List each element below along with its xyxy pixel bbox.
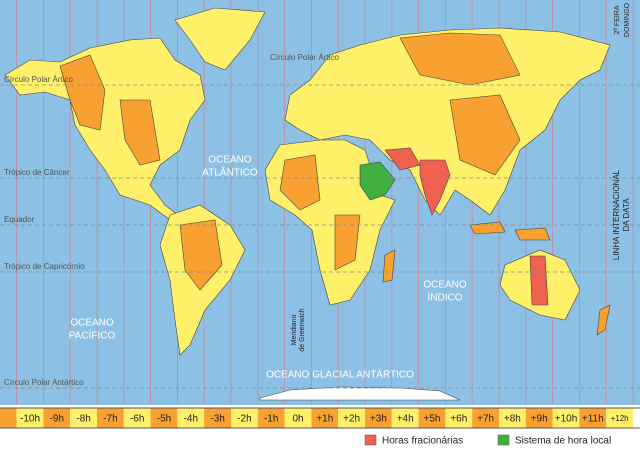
parallel-label: Trópico de Capricórnio (4, 262, 85, 271)
zone-cell (257, 408, 285, 428)
legend-swatch (497, 434, 510, 446)
zone-cell (418, 408, 446, 428)
zone-label: +2h (343, 414, 360, 425)
russia-zone (399, 32, 521, 86)
legend-swatch (364, 434, 377, 446)
brazil-zone (179, 219, 223, 291)
usa-zone (119, 99, 161, 166)
zone-cell (365, 408, 392, 428)
antarctica (259, 386, 461, 401)
zone-cell (606, 408, 633, 428)
zone-label: -1h (264, 414, 278, 425)
madagascar (382, 249, 396, 283)
ocean-label: OCEANO GLACIAL ANTÁRTICO (266, 368, 414, 381)
greenwich-text: de Greenwich (299, 308, 306, 351)
zone-label: -3h (210, 414, 224, 425)
zone-label: +8h (504, 414, 521, 425)
canada-zone (59, 54, 106, 131)
zone-cell (231, 408, 258, 428)
indonesia (469, 221, 551, 241)
iran (384, 147, 421, 171)
zone-label: +4h (397, 414, 414, 425)
zone-label: -8h (76, 414, 90, 425)
zone-label: +10h (555, 414, 578, 425)
zone-cell (97, 408, 124, 428)
zone-label: +3h (370, 414, 387, 425)
zone-label: -4h (184, 414, 198, 425)
day-labels: 2ª FEIRA DOMINGO (614, 2, 631, 37)
zone-label: -10h (20, 414, 40, 425)
day-label: 2ª FEIRA (614, 5, 621, 34)
zone-cell (499, 408, 526, 428)
zone-label: +6h (450, 414, 467, 425)
zone-cell (311, 408, 339, 428)
zone-cell (391, 408, 419, 428)
ocean-label: ATLÂNTICO (202, 166, 258, 179)
zone-cell (472, 408, 499, 428)
zone-cell (43, 408, 71, 428)
zone-cell (204, 408, 231, 428)
date-line-label: LINHA INTERNACIONAL DA DATA (612, 169, 631, 260)
zone-label: +11h (582, 414, 604, 425)
land (4, 7, 611, 401)
ocean-label: ÍNDICO (428, 291, 463, 304)
zone-cell (552, 408, 580, 428)
eurasia (284, 27, 611, 216)
zone-label: -2h (237, 414, 251, 425)
greenland (174, 7, 266, 71)
zone-cell (338, 408, 365, 428)
zone-cell (579, 408, 607, 428)
arabia (359, 161, 396, 201)
zone-cell (123, 408, 151, 428)
zone-label: +12h (611, 414, 629, 423)
ocean-label: OCEANO (208, 155, 252, 166)
legend-label: Sistema de hora local (515, 436, 611, 447)
ocean-label: OCEANO (70, 318, 114, 329)
zone-label: +9h (531, 414, 548, 425)
zone-cell (284, 408, 312, 428)
zone-label: +7h (477, 414, 494, 425)
zone-cell (70, 408, 97, 428)
parallel-label: Equador (4, 215, 35, 224)
zone-label: 0h (292, 414, 303, 425)
china-zone (449, 94, 521, 176)
zone-label: -9h (50, 414, 64, 425)
zone-cell (445, 408, 473, 428)
parallel-label: Trópico de Câncer (4, 168, 70, 177)
ocean-label: PACÍFICO (69, 329, 116, 342)
parallel-label: Círculo Polar Ártico (270, 53, 339, 62)
parallel-label: Círculo Polar Antártico (4, 378, 84, 387)
zone-label: +1h (316, 414, 333, 425)
new-zealand (596, 304, 611, 336)
north-america (4, 37, 206, 221)
australia-central (529, 255, 549, 306)
africa-zone (279, 154, 361, 271)
greenwich-text: Meridiano (291, 315, 298, 346)
day-label: DOMINGO (624, 2, 631, 37)
zone-label: -6h (130, 414, 144, 425)
zone-label: +5h (424, 414, 441, 425)
legend-label: Horas fracionárias (382, 436, 463, 447)
parallel-label: Círculo Polar Ártico (4, 75, 73, 84)
zone-label: -5h (157, 414, 171, 425)
zone-cell (525, 408, 553, 428)
legend: Horas fracionárias Sistema de hora local (364, 434, 611, 447)
zone-cell (177, 408, 205, 428)
date-line-text: DA DATA (622, 198, 631, 232)
ocean-label: OCEANO (423, 280, 467, 291)
zone-cell (150, 408, 178, 428)
zone-cell (16, 408, 44, 428)
zone-cell (0, 408, 17, 428)
greenwich-label: Meridiano de Greenwich (291, 308, 306, 351)
time-zone-strip: -10h -9h -8h -7h -6h -5h -4h -3h -2h -1h 0h +1h +2h +… (0, 407, 640, 429)
date-line-text: LINHA INTERNACIONAL (612, 169, 621, 260)
zone-label: -7h (103, 414, 117, 425)
